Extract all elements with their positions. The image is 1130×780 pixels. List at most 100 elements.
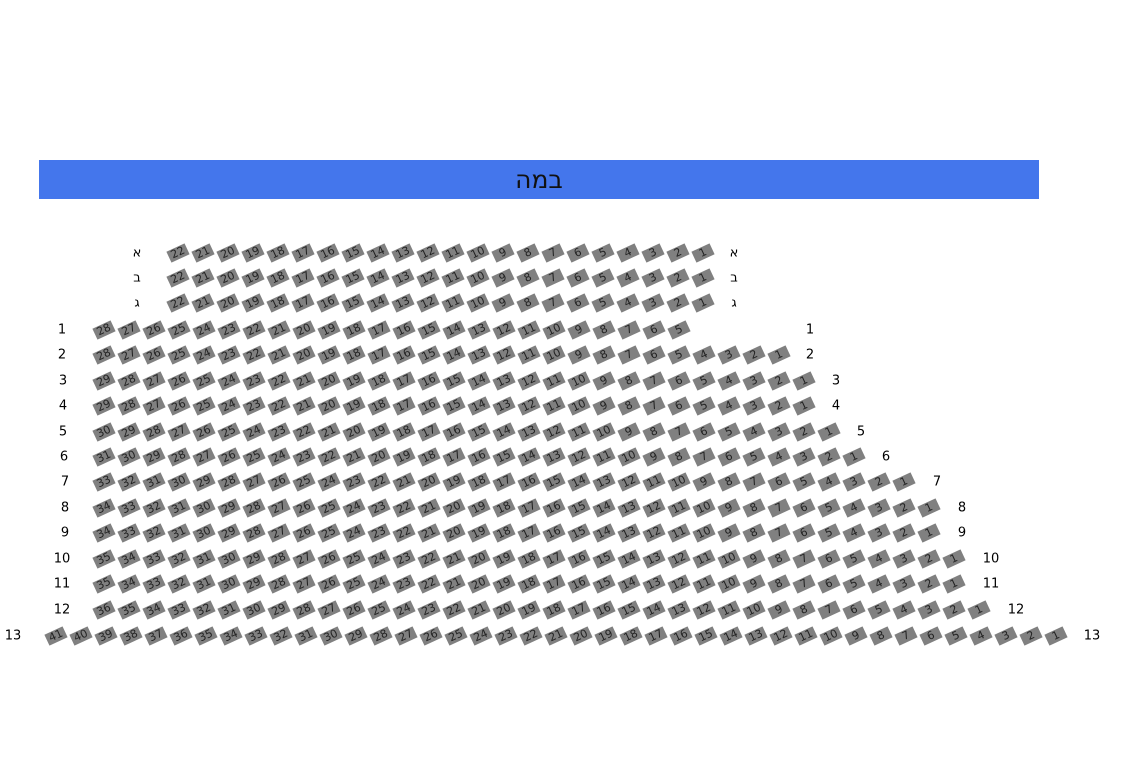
- seat[interactable]: 17: [542, 549, 566, 569]
- seat[interactable]: 26: [317, 574, 341, 594]
- seat[interactable]: 11: [667, 498, 691, 518]
- seat[interactable]: 16: [316, 268, 340, 288]
- seat[interactable]: 13: [391, 268, 415, 288]
- seat[interactable]: 9: [617, 422, 641, 442]
- seat[interactable]: 37: [144, 626, 168, 646]
- seat[interactable]: 34: [142, 600, 166, 620]
- seat[interactable]: 17: [542, 574, 566, 594]
- seat[interactable]: 6: [566, 268, 590, 288]
- seat[interactable]: 22: [242, 345, 266, 365]
- seat[interactable]: 1: [691, 243, 715, 263]
- seat[interactable]: 31: [142, 472, 166, 492]
- seat[interactable]: 19: [492, 574, 516, 594]
- seat[interactable]: 21: [191, 268, 215, 288]
- seat[interactable]: 7: [541, 268, 565, 288]
- seat[interactable]: 7: [642, 371, 666, 391]
- seat[interactable]: 16: [567, 549, 591, 569]
- seat[interactable]: 21: [442, 574, 466, 594]
- seat[interactable]: 12: [642, 498, 666, 518]
- seat[interactable]: 11: [542, 371, 566, 391]
- seat[interactable]: 10: [542, 345, 566, 365]
- seat[interactable]: 7: [792, 574, 816, 594]
- seat[interactable]: 22: [267, 371, 291, 391]
- seat[interactable]: 5: [867, 600, 891, 620]
- seat[interactable]: 8: [516, 293, 540, 313]
- seat[interactable]: 15: [341, 243, 365, 263]
- seat[interactable]: 22: [442, 600, 466, 620]
- seat[interactable]: 22: [392, 498, 416, 518]
- seat[interactable]: 17: [291, 293, 315, 313]
- seat[interactable]: 16: [517, 472, 541, 492]
- seat[interactable]: 31: [217, 600, 241, 620]
- seat[interactable]: 28: [369, 626, 393, 646]
- seat[interactable]: 12: [567, 447, 591, 467]
- seat[interactable]: 22: [166, 268, 190, 288]
- seat[interactable]: 9: [642, 447, 666, 467]
- seat[interactable]: 2: [742, 345, 766, 365]
- seat[interactable]: 12: [492, 345, 516, 365]
- seat[interactable]: 9: [491, 293, 515, 313]
- seat[interactable]: 5: [591, 293, 615, 313]
- seat[interactable]: 35: [92, 574, 116, 594]
- seat[interactable]: 41: [44, 626, 68, 646]
- seat[interactable]: 22: [267, 396, 291, 416]
- seat[interactable]: 2: [666, 293, 690, 313]
- seat[interactable]: 25: [317, 498, 341, 518]
- seat[interactable]: 6: [692, 422, 716, 442]
- seat[interactable]: 4: [867, 549, 891, 569]
- seat[interactable]: 24: [367, 549, 391, 569]
- seat[interactable]: 25: [242, 447, 266, 467]
- seat[interactable]: 17: [492, 472, 516, 492]
- seat[interactable]: 7: [817, 600, 841, 620]
- seat[interactable]: 13: [744, 626, 768, 646]
- seat[interactable]: 12: [416, 268, 440, 288]
- seat[interactable]: 31: [92, 447, 116, 467]
- seat[interactable]: 17: [567, 600, 591, 620]
- seat[interactable]: 2: [792, 422, 816, 442]
- seat[interactable]: 22: [166, 243, 190, 263]
- seat[interactable]: 3: [767, 422, 791, 442]
- seat[interactable]: 3: [842, 472, 866, 492]
- seat[interactable]: 21: [467, 600, 491, 620]
- seat[interactable]: 21: [317, 422, 341, 442]
- seat[interactable]: 3: [994, 626, 1018, 646]
- seat[interactable]: 28: [292, 600, 316, 620]
- seat[interactable]: 17: [644, 626, 668, 646]
- seat[interactable]: 14: [567, 472, 591, 492]
- seat[interactable]: 18: [619, 626, 643, 646]
- seat[interactable]: 27: [242, 472, 266, 492]
- seat[interactable]: 6: [566, 293, 590, 313]
- seat[interactable]: 12: [492, 320, 516, 340]
- seat[interactable]: 16: [542, 498, 566, 518]
- seat[interactable]: 20: [417, 472, 441, 492]
- seat[interactable]: 33: [244, 626, 268, 646]
- seat[interactable]: 2: [817, 447, 841, 467]
- seat[interactable]: 4: [842, 523, 866, 543]
- seat[interactable]: 2: [666, 268, 690, 288]
- seat[interactable]: 4: [867, 574, 891, 594]
- seat[interactable]: 16: [669, 626, 693, 646]
- seat[interactable]: 19: [392, 447, 416, 467]
- seat[interactable]: 16: [417, 371, 441, 391]
- seat[interactable]: 1: [842, 447, 866, 467]
- seat[interactable]: 22: [242, 320, 266, 340]
- seat[interactable]: 14: [366, 293, 390, 313]
- seat[interactable]: 26: [142, 345, 166, 365]
- seat[interactable]: 13: [542, 447, 566, 467]
- seat[interactable]: 23: [342, 472, 366, 492]
- seat[interactable]: 24: [242, 422, 266, 442]
- seat[interactable]: 27: [167, 422, 191, 442]
- seat[interactable]: 8: [617, 396, 641, 416]
- seat[interactable]: 17: [291, 268, 315, 288]
- seat[interactable]: 8: [742, 523, 766, 543]
- seat[interactable]: 28: [117, 396, 141, 416]
- seat[interactable]: 29: [217, 498, 241, 518]
- seat[interactable]: 28: [92, 320, 116, 340]
- seat[interactable]: 31: [192, 549, 216, 569]
- seat[interactable]: 35: [117, 600, 141, 620]
- seat[interactable]: 5: [667, 345, 691, 365]
- seat[interactable]: 11: [441, 268, 465, 288]
- seat[interactable]: 9: [742, 549, 766, 569]
- seat[interactable]: 3: [892, 549, 916, 569]
- seat[interactable]: 31: [167, 523, 191, 543]
